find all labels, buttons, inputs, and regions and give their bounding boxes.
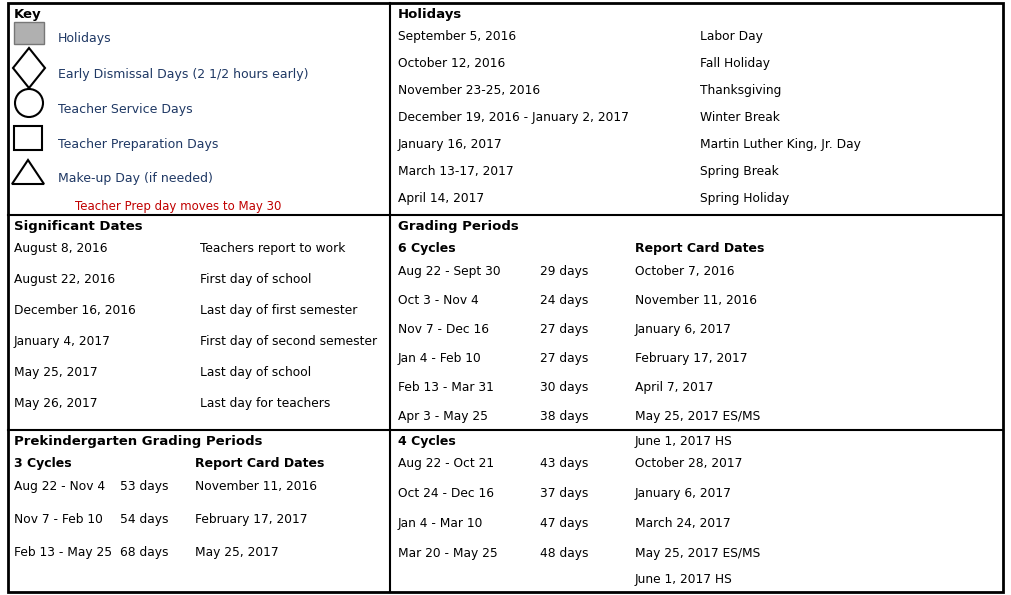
Text: Last day for teachers: Last day for teachers — [200, 397, 331, 410]
Text: Report Card Dates: Report Card Dates — [195, 457, 325, 470]
Text: May 25, 2017 ES/MS: May 25, 2017 ES/MS — [635, 410, 760, 423]
Text: Teacher Service Days: Teacher Service Days — [58, 103, 193, 116]
Text: 27 days: 27 days — [540, 323, 588, 336]
Text: Labor Day: Labor Day — [700, 30, 763, 43]
Text: Nov 7 - Dec 16: Nov 7 - Dec 16 — [398, 323, 489, 336]
Text: 43 days: 43 days — [540, 457, 588, 470]
Text: 27 days: 27 days — [540, 352, 588, 365]
Text: Aug 22 - Sept 30: Aug 22 - Sept 30 — [398, 265, 500, 278]
Text: Nov 7 - Feb 10: Nov 7 - Feb 10 — [14, 513, 103, 526]
Text: November 11, 2016: November 11, 2016 — [635, 294, 757, 307]
Text: October 12, 2016: October 12, 2016 — [398, 57, 506, 70]
Bar — [14, 126, 42, 150]
Text: January 6, 2017: January 6, 2017 — [635, 487, 732, 500]
Text: 54 days: 54 days — [120, 513, 169, 526]
Text: Mar 20 - May 25: Mar 20 - May 25 — [398, 547, 497, 560]
Text: 47 days: 47 days — [540, 517, 588, 530]
Text: First day of second semester: First day of second semester — [200, 335, 377, 348]
Text: March 24, 2017: March 24, 2017 — [635, 517, 731, 530]
Text: 53 days: 53 days — [120, 480, 169, 493]
Text: Feb 13 - Mar 31: Feb 13 - Mar 31 — [398, 381, 494, 394]
Text: 6 Cycles: 6 Cycles — [398, 242, 456, 255]
Text: Make-up Day (if needed): Make-up Day (if needed) — [58, 172, 213, 185]
Text: 30 days: 30 days — [540, 381, 588, 394]
Text: Grading Periods: Grading Periods — [398, 220, 519, 233]
Text: Spring Break: Spring Break — [700, 165, 778, 178]
Text: September 5, 2016: September 5, 2016 — [398, 30, 517, 43]
Text: May 25, 2017: May 25, 2017 — [195, 546, 279, 559]
Text: Oct 3 - Nov 4: Oct 3 - Nov 4 — [398, 294, 479, 307]
Text: August 22, 2016: August 22, 2016 — [14, 273, 115, 286]
Text: Report Card Dates: Report Card Dates — [635, 242, 764, 255]
Text: Aug 22 - Oct 21: Aug 22 - Oct 21 — [398, 457, 494, 470]
Text: January 4, 2017: January 4, 2017 — [14, 335, 111, 348]
Text: June 1, 2017 HS: June 1, 2017 HS — [635, 573, 733, 586]
Text: Holidays: Holidays — [398, 8, 462, 21]
Text: Early Dismissal Days (2 1/2 hours early): Early Dismissal Days (2 1/2 hours early) — [58, 68, 308, 81]
Text: May 25, 2017: May 25, 2017 — [14, 366, 98, 379]
Text: December 19, 2016 - January 2, 2017: December 19, 2016 - January 2, 2017 — [398, 111, 629, 124]
Text: Significant Dates: Significant Dates — [14, 220, 143, 233]
Bar — [14, 22, 44, 44]
Text: First day of school: First day of school — [200, 273, 311, 286]
Text: November 23-25, 2016: November 23-25, 2016 — [398, 84, 540, 97]
Text: Teachers report to work: Teachers report to work — [200, 242, 346, 255]
Text: Fall Holiday: Fall Holiday — [700, 57, 770, 70]
Polygon shape — [12, 160, 44, 184]
Text: February 17, 2017: February 17, 2017 — [635, 352, 747, 365]
Text: Last day of school: Last day of school — [200, 366, 311, 379]
Text: Last day of first semester: Last day of first semester — [200, 304, 357, 317]
Text: 24 days: 24 days — [540, 294, 588, 307]
Text: February 17, 2017: February 17, 2017 — [195, 513, 307, 526]
Text: Apr 3 - May 25: Apr 3 - May 25 — [398, 410, 488, 423]
Text: May 26, 2017: May 26, 2017 — [14, 397, 97, 410]
Text: November 11, 2016: November 11, 2016 — [195, 480, 317, 493]
Text: Oct 24 - Dec 16: Oct 24 - Dec 16 — [398, 487, 494, 500]
Text: Prekindergarten Grading Periods: Prekindergarten Grading Periods — [14, 435, 263, 448]
Text: Winter Break: Winter Break — [700, 111, 779, 124]
Text: Jan 4 - Feb 10: Jan 4 - Feb 10 — [398, 352, 482, 365]
Text: March 13-17, 2017: March 13-17, 2017 — [398, 165, 514, 178]
Text: Feb 13 - May 25: Feb 13 - May 25 — [14, 546, 112, 559]
Text: April 14, 2017: April 14, 2017 — [398, 192, 484, 205]
Polygon shape — [13, 48, 45, 88]
Text: Teacher Preparation Days: Teacher Preparation Days — [58, 138, 218, 151]
Text: December 16, 2016: December 16, 2016 — [14, 304, 135, 317]
Text: Spring Holiday: Spring Holiday — [700, 192, 790, 205]
Text: Thanksgiving: Thanksgiving — [700, 84, 782, 97]
Text: Martin Luther King, Jr. Day: Martin Luther King, Jr. Day — [700, 138, 861, 151]
Text: Key: Key — [14, 8, 41, 21]
Text: Jan 4 - Mar 10: Jan 4 - Mar 10 — [398, 517, 483, 530]
Text: 38 days: 38 days — [540, 410, 588, 423]
Text: June 1, 2017 HS: June 1, 2017 HS — [635, 435, 733, 448]
Text: October 28, 2017: October 28, 2017 — [635, 457, 742, 470]
Text: 29 days: 29 days — [540, 265, 588, 278]
Text: 48 days: 48 days — [540, 547, 588, 560]
Text: 37 days: 37 days — [540, 487, 588, 500]
Text: Holidays: Holidays — [58, 32, 111, 45]
Text: Teacher Prep day moves to May 30: Teacher Prep day moves to May 30 — [75, 200, 281, 213]
Text: April 7, 2017: April 7, 2017 — [635, 381, 714, 394]
Text: Aug 22 - Nov 4: Aug 22 - Nov 4 — [14, 480, 105, 493]
Text: January 16, 2017: January 16, 2017 — [398, 138, 502, 151]
Text: 68 days: 68 days — [120, 546, 169, 559]
Text: May 25, 2017 ES/MS: May 25, 2017 ES/MS — [635, 547, 760, 560]
Text: 3 Cycles: 3 Cycles — [14, 457, 72, 470]
Text: 4 Cycles: 4 Cycles — [398, 435, 456, 448]
Text: October 7, 2016: October 7, 2016 — [635, 265, 735, 278]
Text: January 6, 2017: January 6, 2017 — [635, 323, 732, 336]
Circle shape — [15, 89, 43, 117]
Text: August 8, 2016: August 8, 2016 — [14, 242, 107, 255]
